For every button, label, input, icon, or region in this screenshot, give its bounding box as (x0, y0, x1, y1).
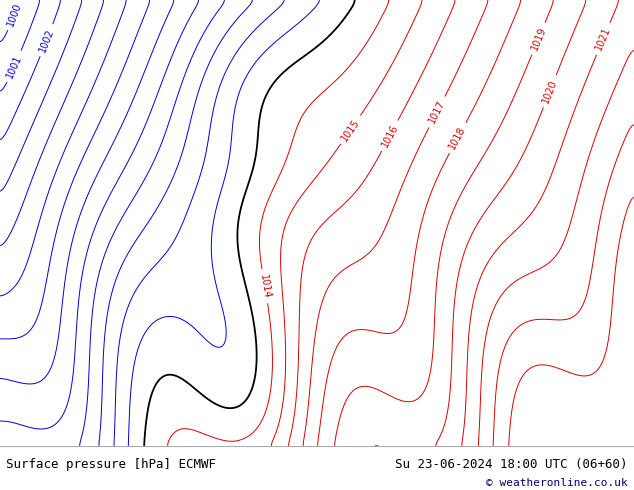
Text: 1017: 1017 (427, 99, 447, 125)
Text: © weatheronline.co.uk: © weatheronline.co.uk (486, 478, 628, 488)
Text: 1016: 1016 (380, 122, 400, 149)
Text: 1002: 1002 (37, 27, 56, 53)
Text: Su 23-06-2024 18:00 UTC (06+60): Su 23-06-2024 18:00 UTC (06+60) (395, 458, 628, 471)
Text: 1018: 1018 (448, 125, 468, 151)
Text: 1000: 1000 (5, 1, 23, 27)
Text: 1021: 1021 (594, 25, 612, 52)
Text: 1019: 1019 (529, 25, 548, 52)
Text: 1014: 1014 (258, 273, 272, 299)
Text: Surface pressure [hPa] ECMWF: Surface pressure [hPa] ECMWF (6, 458, 216, 471)
Text: 1020: 1020 (541, 78, 559, 104)
Text: 1015: 1015 (339, 117, 362, 143)
Text: 1001: 1001 (5, 53, 24, 79)
